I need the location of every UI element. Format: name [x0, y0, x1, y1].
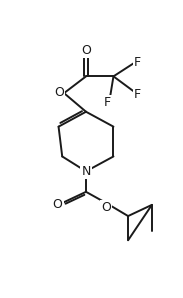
Text: F: F: [134, 88, 141, 100]
Text: O: O: [81, 44, 91, 57]
Text: N: N: [81, 165, 91, 178]
Text: F: F: [104, 96, 111, 109]
Text: O: O: [53, 198, 63, 211]
Text: F: F: [134, 56, 141, 69]
Text: O: O: [101, 201, 111, 214]
Text: O: O: [55, 86, 64, 99]
